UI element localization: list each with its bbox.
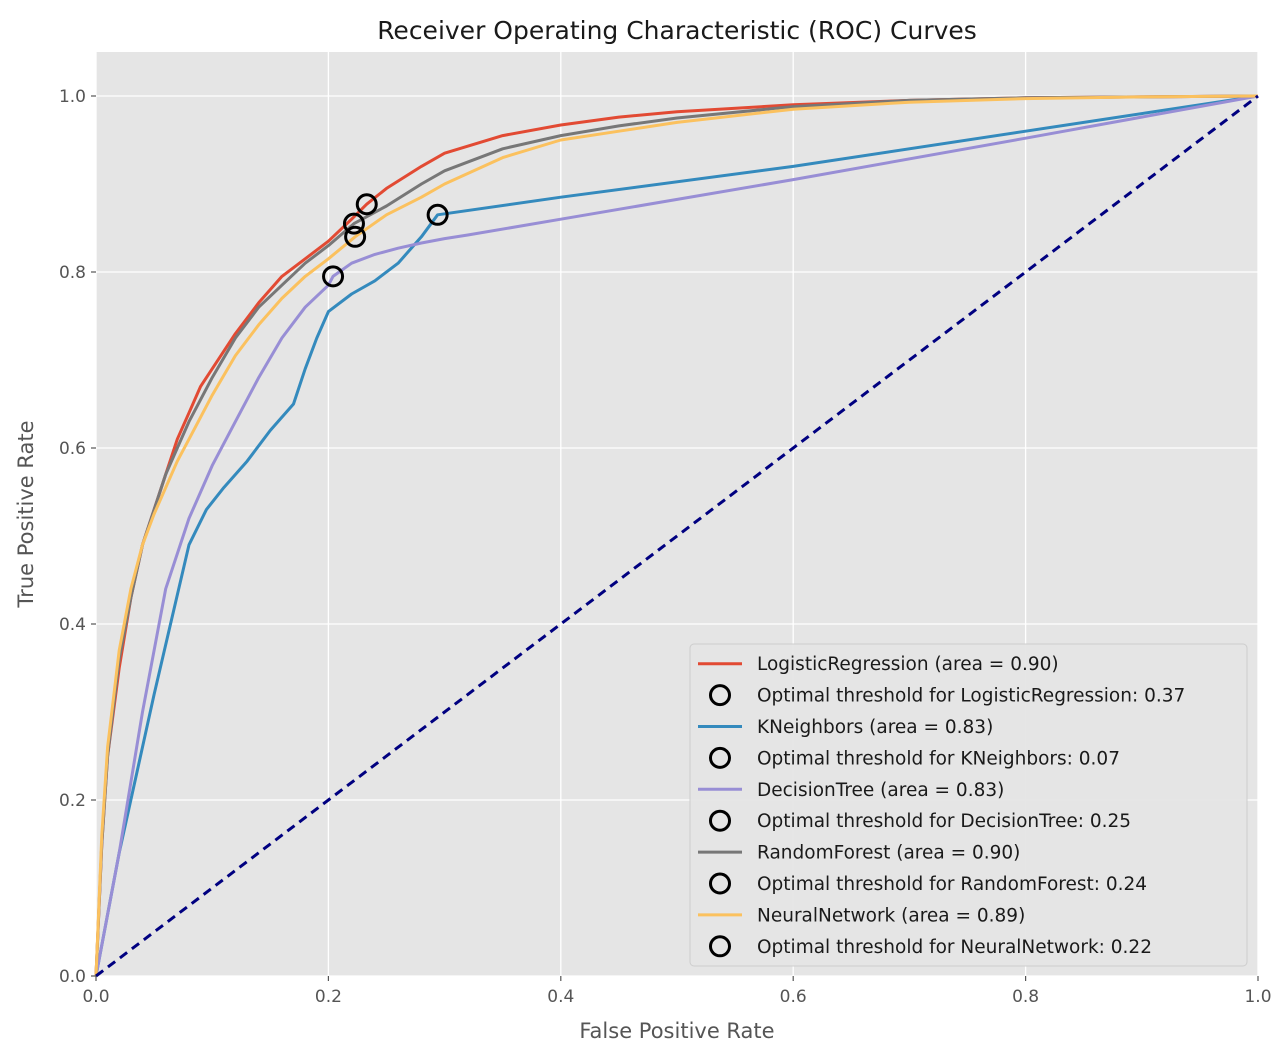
legend-marker-swatch <box>709 872 731 895</box>
x-tick-label: 0.0 <box>82 987 109 1007</box>
x-axis-ticks: 0.0 0.2 0.4 0.6 0.8 1.0 <box>82 976 1272 1007</box>
y-axis-label: True Positive Rate <box>14 420 38 608</box>
chance-line <box>95 94 1259 978</box>
optimal-point-0 <box>355 193 378 216</box>
x-tick-label: 0.2 <box>315 987 342 1007</box>
series-line-2 <box>94 94 1259 977</box>
y-tick-label: 0.8 <box>59 263 86 283</box>
legend-label: Optimal threshold for RandomForest: 0.24 <box>757 874 1147 895</box>
legend-marker-swatch <box>709 746 731 769</box>
y-tick-label: 0.4 <box>59 615 86 635</box>
legend-label: DecisionTree (area = 0.83) <box>757 780 1004 801</box>
y-tick-label: 0.2 <box>59 791 86 811</box>
optimal-point-3 <box>342 212 365 235</box>
legend-marker-swatch <box>709 809 731 832</box>
legend-box <box>689 643 1248 967</box>
legend-label: Optimal threshold for KNeighbors: 0.07 <box>757 748 1120 769</box>
chart-title: Receiver Operating Characteristic (ROC) … <box>377 16 977 45</box>
legend-marker-swatch <box>709 935 731 958</box>
legend-label: KNeighbors (area = 0.83) <box>757 717 993 738</box>
legend: LogisticRegression (area = 0.90) Optimal … <box>689 643 1248 967</box>
legend-label: Optimal threshold for DecisionTree: 0.25 <box>757 811 1131 832</box>
series-line-1 <box>94 94 1259 977</box>
legend-label: Optimal threshold for LogisticRegression… <box>757 686 1185 707</box>
y-tick-label: 0.6 <box>59 439 86 459</box>
legend-label: RandomForest (area = 0.90) <box>757 843 1020 864</box>
series-line-4 <box>94 94 1259 977</box>
grid-lines <box>95 52 1259 977</box>
x-axis-label: False Positive Rate <box>579 1019 774 1043</box>
x-tick-label: 0.4 <box>547 987 574 1007</box>
y-tick-label: 0.0 <box>59 967 86 987</box>
optimal-point-4 <box>344 225 367 248</box>
series-lines <box>94 94 1259 978</box>
legend-label: NeuralNetwork (area = 0.89) <box>757 905 1025 926</box>
legend-marker-swatch <box>709 684 731 707</box>
x-tick-label: 0.6 <box>780 987 807 1007</box>
x-tick-label: 1.0 <box>1244 987 1271 1007</box>
optimal-threshold-markers <box>322 193 449 288</box>
legend-label: LogisticRegression (area = 0.90) <box>757 654 1059 675</box>
legend-label: Optimal threshold for NeuralNetwork: 0.2… <box>757 937 1152 958</box>
y-axis-ticks: 0.0 0.2 0.4 0.6 0.8 1.0 <box>59 87 96 987</box>
optimal-point-1 <box>426 203 449 226</box>
y-tick-label: 1.0 <box>59 87 86 107</box>
x-tick-label: 0.8 <box>1012 987 1039 1007</box>
optimal-point-2 <box>322 265 345 288</box>
